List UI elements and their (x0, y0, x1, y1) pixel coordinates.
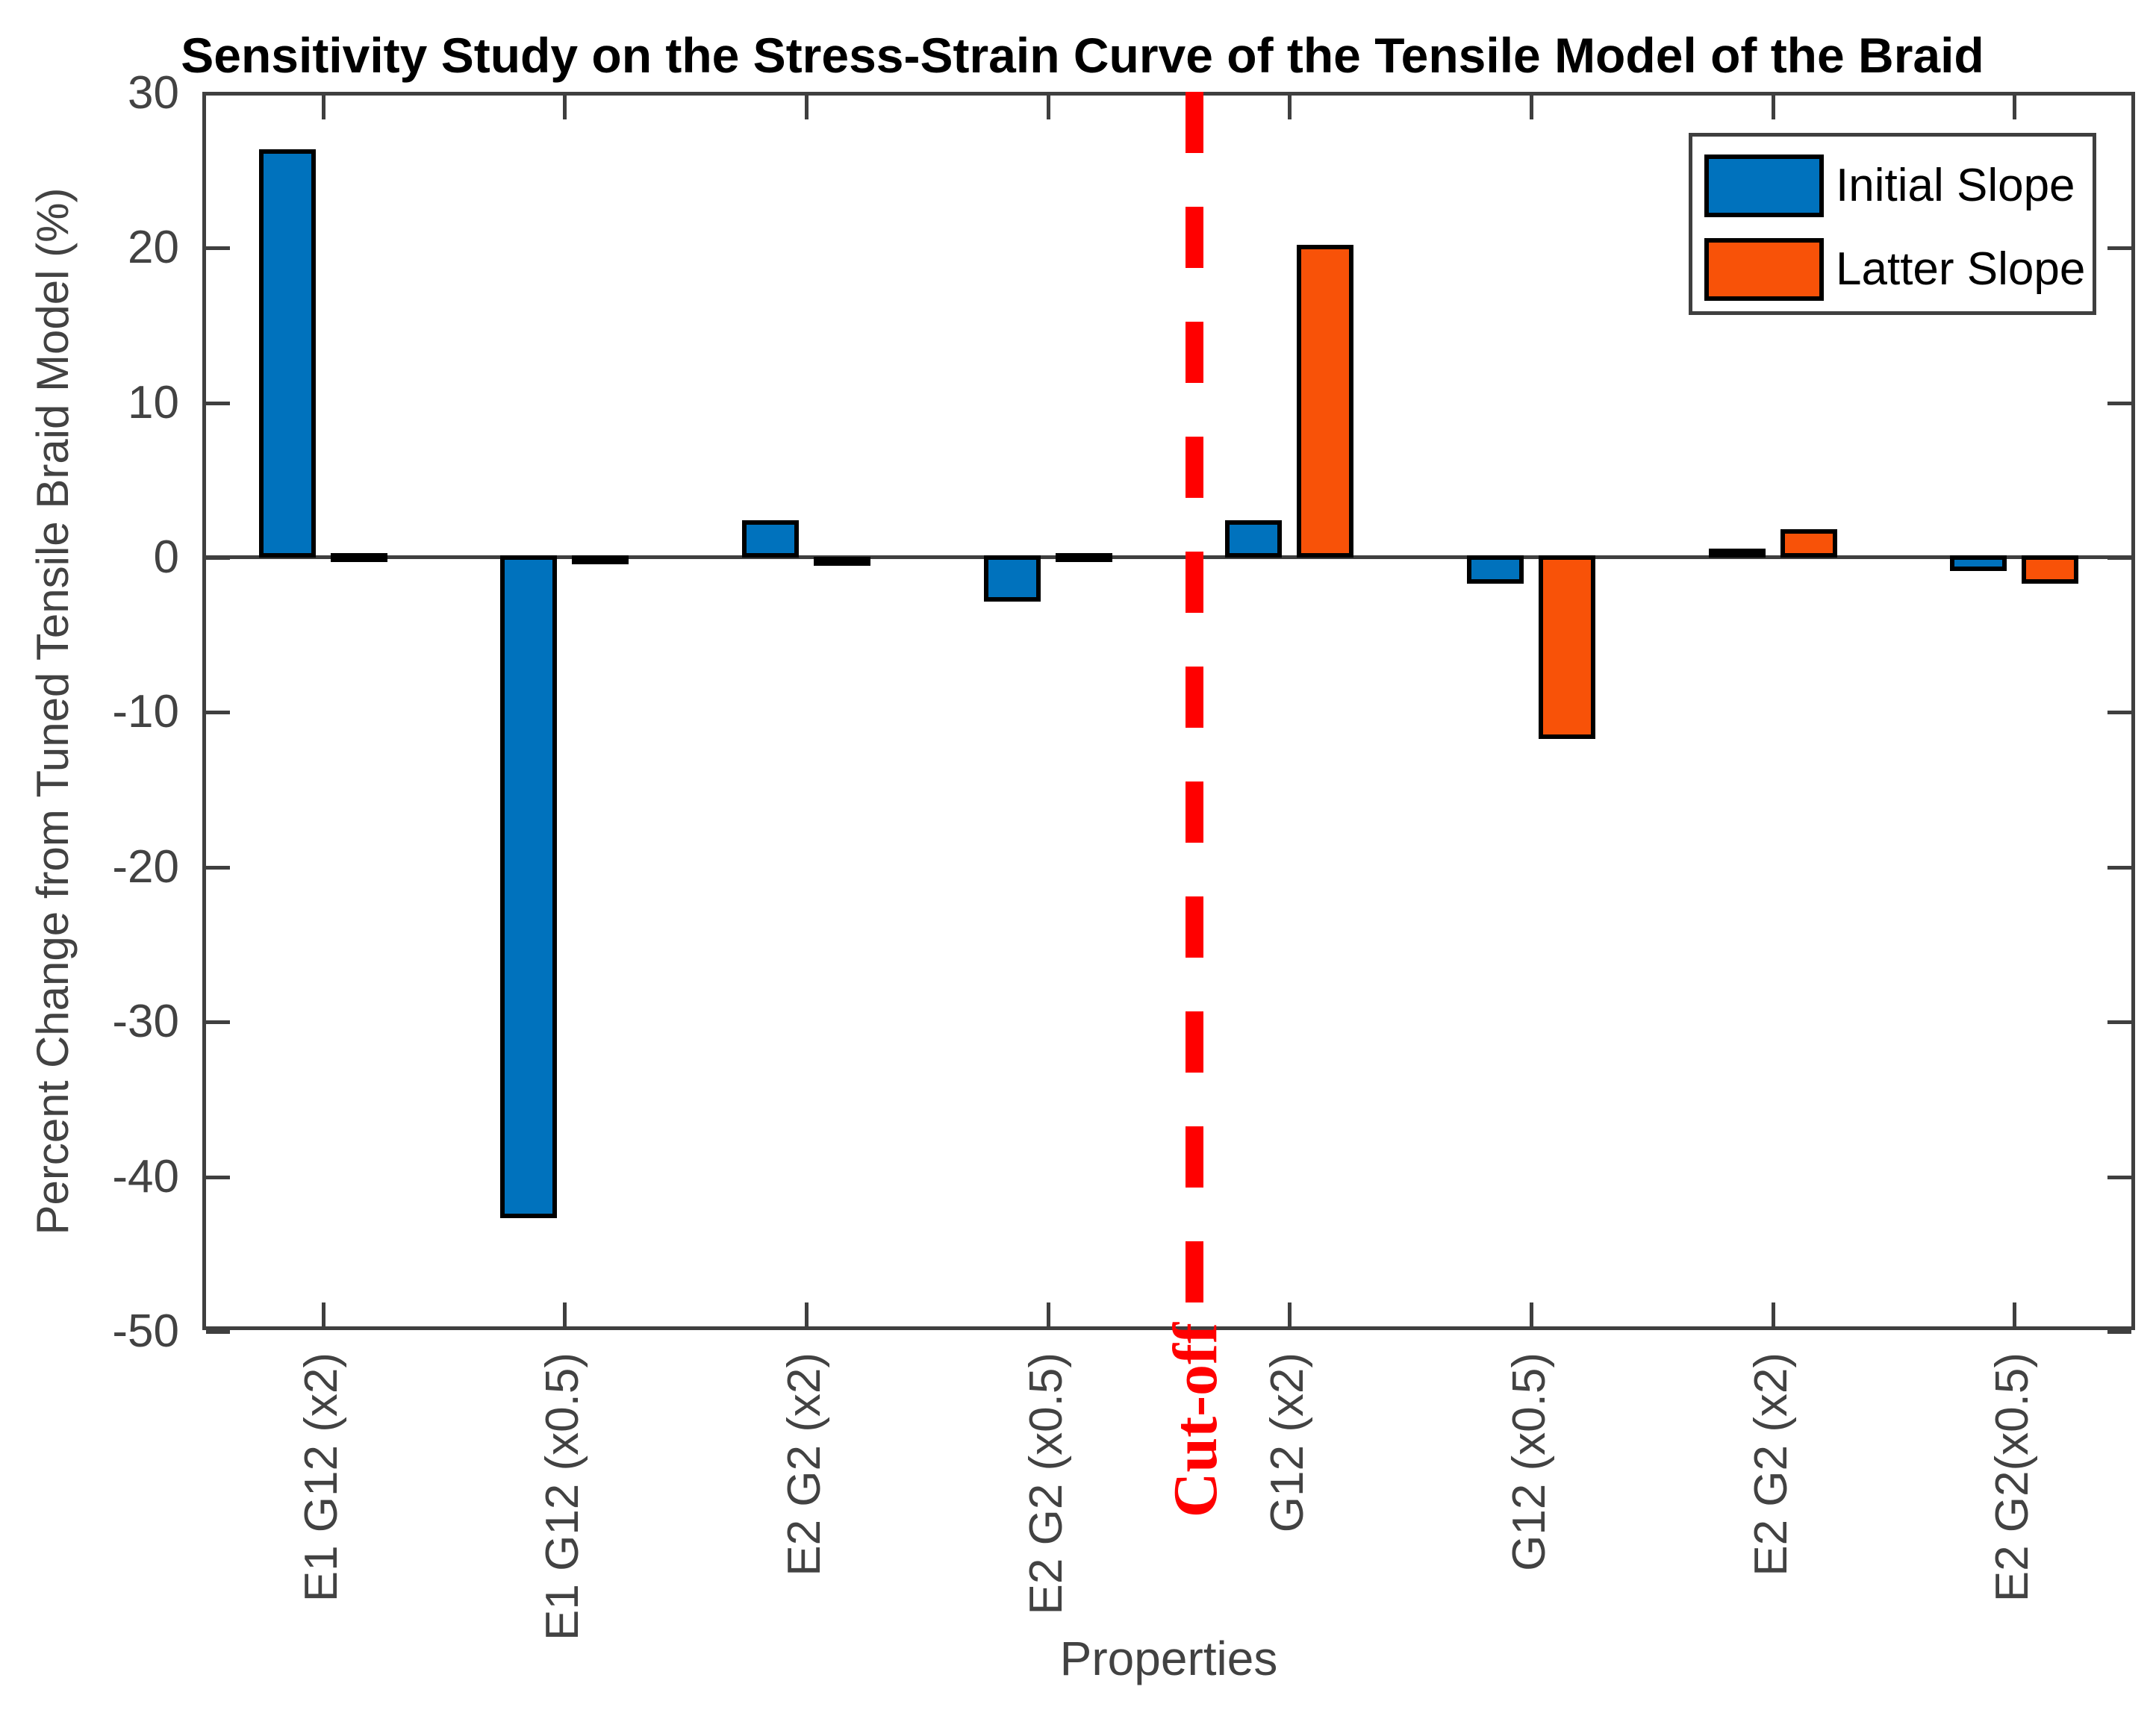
legend-row-initial-slope: Initial Slope (1692, 155, 2093, 217)
axis-tick (206, 401, 230, 405)
y-tick-label: -40 (112, 1150, 179, 1202)
cutoff-dashed-line (1186, 92, 1203, 1330)
legend-swatch-latter-slope (1704, 238, 1824, 301)
bar-latter-slope-7 (1780, 528, 1837, 558)
y-tick-label: -10 (112, 686, 179, 738)
y-tick-label: 10 (128, 376, 179, 428)
axis-tick (1771, 1302, 1775, 1326)
y-tick-label: -20 (112, 840, 179, 893)
bar-initial-slope-1 (258, 149, 316, 558)
x-tick-label-1: E1 G12 (x2) (295, 1352, 347, 1603)
axis-tick (206, 865, 230, 870)
zero-baseline (202, 555, 2135, 559)
bar-latter-slope-5 (1297, 245, 1354, 558)
axis-tick (206, 556, 230, 560)
y-tick-label: 30 (128, 66, 179, 119)
bar-latter-slope-8 (2022, 555, 2079, 584)
axis-tick (1288, 1302, 1292, 1326)
axis-tick (2107, 711, 2131, 715)
chart-title: Sensitivity Study on the Stress-Strain C… (181, 28, 1984, 83)
cutoff-label: Cut-off (1161, 1323, 1230, 1518)
axis-tick (805, 96, 809, 119)
axis-tick (2107, 91, 2131, 96)
legend-label-initial-slope: Initial Slope (1836, 160, 2075, 211)
axis-tick (805, 1302, 809, 1326)
bar-latter-slope-1 (330, 553, 387, 563)
legend-row-latter-slope: Latter Slope (1692, 238, 2093, 301)
x-tick-label-7: E2 G2 (x2) (1745, 1352, 1797, 1576)
bar-latter-slope-6 (1538, 555, 1595, 739)
x-tick-label-4: E2 G2 (x0.5) (1020, 1352, 1072, 1615)
axis-tick (1529, 1302, 1533, 1326)
x-tick-label-3: E2 G2 (x2) (779, 1352, 831, 1576)
axis-tick (206, 711, 230, 715)
axis-tick (206, 1020, 230, 1025)
x-axis-label: Properties (1059, 1632, 1278, 1685)
x-tick-label-5: G12 (x2) (1262, 1352, 1314, 1533)
x-tick-label-8: E2 G2(x0.5) (1987, 1352, 2039, 1603)
axis-tick (2107, 1329, 2131, 1334)
bar-initial-slope-2 (500, 555, 558, 1218)
axis-tick (206, 246, 230, 251)
bar-initial-slope-8 (1950, 555, 2007, 571)
axis-tick (1288, 96, 1292, 119)
axis-tick (2107, 1020, 2131, 1025)
axis-tick (2107, 401, 2131, 405)
axis-tick (206, 1329, 230, 1334)
bar-initial-slope-5 (1225, 520, 1283, 558)
bar-initial-slope-7 (1708, 548, 1766, 558)
axis-tick (2107, 246, 2131, 251)
bar-initial-slope-6 (1466, 555, 1524, 584)
axis-tick (2107, 556, 2131, 560)
axis-tick (2107, 1175, 2131, 1179)
axis-tick (1046, 96, 1050, 119)
axis-tick (206, 91, 230, 96)
legend-label-latter-slope: Latter Slope (1836, 243, 2086, 295)
axis-tick (1771, 96, 1775, 119)
y-tick-label: 0 (153, 531, 179, 583)
axis-tick (563, 1302, 567, 1326)
axis-tick (1529, 96, 1533, 119)
bar-latter-slope-2 (572, 555, 629, 564)
x-tick-label-2: E1 G12 (x0.5) (537, 1352, 589, 1641)
plot-area-border (202, 92, 2135, 1330)
y-tick-label: -50 (112, 1305, 179, 1357)
bar-initial-slope-3 (742, 520, 800, 558)
y-tick-label: -30 (112, 996, 179, 1048)
axis-tick (206, 1175, 230, 1179)
x-tick-label-6: G12 (x0.5) (1503, 1352, 1555, 1571)
y-tick-label: 20 (128, 222, 179, 274)
bar-latter-slope-4 (1055, 553, 1112, 563)
bar-initial-slope-4 (983, 555, 1041, 602)
legend: Initial Slope Latter Slope (1689, 133, 2096, 315)
axis-tick (2013, 1302, 2017, 1326)
bar-latter-slope-3 (814, 556, 871, 566)
axis-tick (2013, 96, 2017, 119)
legend-swatch-initial-slope (1704, 155, 1824, 217)
axis-tick (563, 96, 567, 119)
axis-tick (2107, 865, 2131, 870)
axis-tick (321, 1302, 325, 1326)
axis-tick (1046, 1302, 1050, 1326)
axis-tick (321, 96, 325, 119)
